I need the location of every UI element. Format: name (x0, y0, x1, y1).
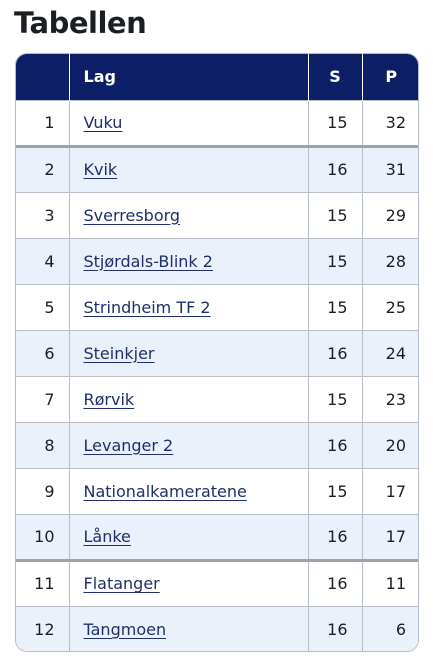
header-matches-played: S (308, 54, 363, 100)
row-matches-played: 16 (308, 144, 363, 192)
row-matches-played: 16 (308, 558, 363, 606)
row-rank: 11 (16, 558, 70, 606)
team-link[interactable]: Steinkjer (83, 343, 155, 363)
row-matches-played: 15 (308, 375, 363, 422)
team-link[interactable]: Tangmoen (83, 619, 167, 639)
team-link[interactable]: Stjørdals-Blink 2 (83, 251, 213, 271)
row-rank: 7 (16, 375, 70, 422)
header-rank (16, 54, 70, 100)
row-points: 24 (362, 329, 418, 376)
row-team-cell: Lånke (69, 513, 309, 560)
row-team-cell: Sverresborg (69, 191, 309, 238)
row-points: 6 (362, 605, 418, 651)
row-team-cell: Kvik (69, 144, 309, 192)
row-rank: 1 (16, 99, 70, 146)
row-team-cell: Strindheim TF 2 (69, 283, 309, 330)
team-link[interactable]: Kvik (83, 160, 118, 179)
team-link[interactable]: Levanger 2 (83, 435, 174, 455)
team-link[interactable]: Flatanger (83, 574, 160, 593)
standings-table-container: Lag S P 1 Vuku 15 32 2 Kvik 16 31 3 Sverresborg 15… (15, 53, 419, 652)
row-rank: 8 (16, 421, 70, 468)
row-team-cell: Tangmoen (69, 605, 309, 651)
table-heading: Tabellen (14, 6, 147, 40)
row-matches-played: 15 (308, 283, 363, 330)
row-rank: 12 (16, 605, 70, 651)
row-rank: 10 (16, 513, 70, 560)
row-matches-played: 15 (308, 99, 363, 146)
row-points: 20 (362, 421, 418, 468)
row-matches-played: 15 (308, 191, 363, 238)
row-points: 31 (362, 144, 418, 192)
row-points: 11 (362, 558, 418, 606)
row-rank: 6 (16, 329, 70, 376)
row-team-cell: Stjørdals-Blink 2 (69, 237, 309, 284)
row-matches-played: 16 (308, 421, 363, 468)
row-team-cell: Rørvik (69, 375, 309, 422)
team-link[interactable]: Vuku (83, 113, 123, 132)
row-points: 17 (362, 513, 418, 560)
row-rank: 3 (16, 191, 70, 238)
row-rank: 5 (16, 283, 70, 330)
header-team: Lag (69, 54, 309, 100)
row-rank: 4 (16, 237, 70, 284)
row-points: 28 (362, 237, 418, 284)
row-matches-played: 16 (308, 329, 363, 376)
row-points: 29 (362, 191, 418, 238)
row-matches-played: 16 (308, 605, 363, 651)
row-team-cell: Flatanger (69, 558, 309, 606)
table-body: 1 Vuku 15 32 2 Kvik 16 31 3 Sverresborg 15 29 4 Stjør… (16, 99, 418, 651)
table-row: 4 Stjørdals-Blink 2 15 28 (16, 237, 418, 284)
row-rank: 2 (16, 144, 70, 192)
table-header-row: Lag S P (16, 54, 418, 100)
table-row: 7 Rørvik 15 23 (16, 375, 418, 422)
row-points: 23 (362, 375, 418, 422)
row-matches-played: 15 (308, 237, 363, 284)
row-matches-played: 16 (308, 513, 363, 560)
table-row: 3 Sverresborg 15 29 (16, 191, 418, 238)
team-link[interactable]: Sverresborg (83, 205, 181, 225)
header-points: P (385, 67, 398, 87)
row-matches-played: 15 (308, 467, 363, 514)
team-link[interactable]: Strindheim TF 2 (83, 297, 211, 317)
standings-table: Lag S P 1 Vuku 15 32 2 Kvik 16 31 3 Sverresborg 15… (16, 54, 418, 651)
table-row: 6 Steinkjer 16 24 (16, 329, 418, 376)
table-row: 10 Lånke 16 17 (16, 513, 418, 560)
team-link[interactable]: Lånke (83, 527, 131, 546)
table-row: 9 Nationalkameratene 15 17 (16, 467, 418, 514)
table-row: 8 Levanger 2 16 20 (16, 421, 418, 468)
table-row: 12 Tangmoen 16 6 (16, 605, 418, 651)
row-team-cell: Levanger 2 (69, 421, 309, 468)
row-points: 25 (362, 283, 418, 330)
team-link[interactable]: Nationalkameratene (83, 481, 247, 501)
row-rank: 9 (16, 467, 70, 514)
row-team-cell: Vuku (69, 99, 309, 146)
table-row: 11 Flatanger 16 11 (16, 558, 418, 606)
row-points: 17 (362, 467, 418, 514)
table-row: 5 Strindheim TF 2 15 25 (16, 283, 418, 330)
row-team-cell: Steinkjer (69, 329, 309, 376)
row-team-cell: Nationalkameratene (69, 467, 309, 514)
team-link[interactable]: Rørvik (83, 389, 135, 409)
table-row: 2 Kvik 16 31 (16, 144, 418, 192)
table-row: 1 Vuku 15 32 (16, 99, 418, 146)
row-points: 32 (362, 99, 418, 146)
